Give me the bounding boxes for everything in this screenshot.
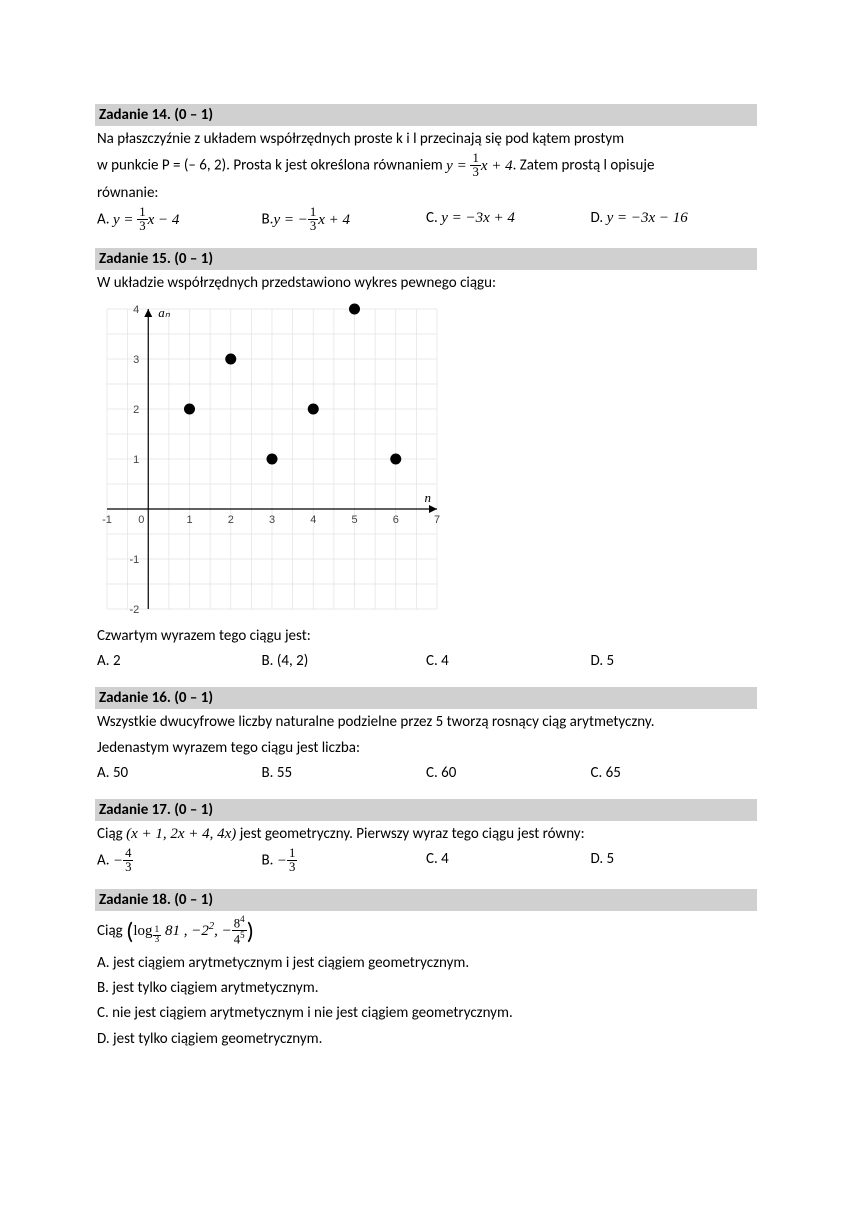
- task14-optA: A. y = 13x − 4: [97, 207, 262, 234]
- task18-line1: Ciąg (log13 81 , −22, −8445): [97, 913, 755, 950]
- task15-optD: D. 5: [591, 650, 756, 673]
- task15-optC: C. 4: [426, 650, 591, 673]
- task14-optD: D. y = −3x − 16: [591, 207, 756, 234]
- task18-optB: B. jest tylko ciągiem arytmetycznym.: [97, 977, 755, 1000]
- task18-optD: D. jest tylko ciągiem geometrycznym.: [97, 1028, 755, 1051]
- task17-options: A. −43 B. −13 C. 4 D. 5: [97, 848, 755, 875]
- task16-body: Wszystkie dwucyfrowe liczby naturalne po…: [95, 711, 757, 785]
- svg-text:4: 4: [310, 514, 316, 526]
- task18-body: Ciąg (log13 81 , −22, −8445) A. jest cią…: [95, 913, 757, 1051]
- task14-line1a: Na płaszczyźnie z układem współrzędnych …: [97, 128, 755, 151]
- svg-text:5: 5: [351, 514, 357, 526]
- task15-line1: W układzie współrzędnych przedstawiono w…: [97, 272, 755, 295]
- task18-options: A. jest ciągiem arytmetycznym i jest cią…: [97, 952, 755, 1051]
- task15-chart: -1 1 2 3 4 5 6 7 0 -2 -1 1 2 3 4 n aₙ: [97, 299, 447, 619]
- task16-options: A. 50 B. 55 C. 60 C. 65: [97, 762, 755, 785]
- task15-options: A. 2 B. (4, 2) C. 4 D. 5: [97, 650, 755, 673]
- svg-text:4: 4: [133, 304, 139, 316]
- svg-text:1: 1: [186, 514, 192, 526]
- task17-body: Ciąg (x + 1, 2x + 4, 4x) jest geometrycz…: [95, 823, 757, 875]
- svg-text:6: 6: [393, 514, 399, 526]
- svg-text:7: 7: [434, 514, 440, 526]
- task18-optA: A. jest ciągiem arytmetycznym i jest cią…: [97, 952, 755, 975]
- task14-optC: C. y = −3x + 4: [426, 207, 591, 234]
- task14-line1c: równanie:: [97, 182, 755, 205]
- task15-header: Zadanie 15. (0 – 1): [95, 248, 757, 270]
- task18-header: Zadanie 18. (0 – 1): [95, 889, 757, 911]
- svg-text:-1: -1: [102, 514, 112, 526]
- task17-optA: A. −43: [97, 848, 262, 875]
- task15-body: W układzie współrzędnych przedstawiono w…: [95, 272, 757, 674]
- task16-optA: A. 50: [97, 762, 262, 785]
- task15-line2: Czwartym wyrazem tego ciągu jest:: [97, 625, 755, 648]
- task16-optC: C. 60: [426, 762, 591, 785]
- svg-text:aₙ: aₙ: [158, 305, 171, 320]
- task16-optB: B. 55: [262, 762, 427, 785]
- svg-text:n: n: [425, 490, 432, 505]
- task14-optB: B.y = −13x + 4: [262, 207, 427, 234]
- task14-options: A. y = 13x − 4 B.y = −13x + 4 C. y = −3x…: [97, 207, 755, 234]
- task17-optB: B. −13: [262, 848, 427, 875]
- svg-text:-1: -1: [129, 554, 139, 566]
- task17-optD: D. 5: [591, 848, 756, 875]
- task14-body: Na płaszczyźnie z układem współrzędnych …: [95, 128, 757, 234]
- task14-header: Zadanie 14. (0 – 1): [95, 104, 757, 126]
- svg-text:-2: -2: [129, 604, 139, 616]
- svg-text:2: 2: [133, 404, 139, 416]
- task17-optC: C. 4: [426, 848, 591, 875]
- task16-line2: Jedenastym wyrazem tego ciągu jest liczb…: [97, 737, 755, 760]
- svg-text:1: 1: [133, 454, 139, 466]
- task16-line1: Wszystkie dwucyfrowe liczby naturalne po…: [97, 711, 755, 734]
- task16-optD: C. 65: [591, 762, 756, 785]
- task15-optB: B. (4, 2): [262, 650, 427, 673]
- svg-text:0: 0: [138, 514, 144, 526]
- task17-line1: Ciąg (x + 1, 2x + 4, 4x) jest geometrycz…: [97, 823, 755, 846]
- task15-optA: A. 2: [97, 650, 262, 673]
- svg-text:2: 2: [228, 514, 234, 526]
- svg-text:3: 3: [269, 514, 275, 526]
- svg-text:3: 3: [133, 354, 139, 366]
- task17-header: Zadanie 17. (0 – 1): [95, 799, 757, 821]
- task14-line1b: w punkcie P = (– 6, 2). Prosta k jest ok…: [97, 153, 755, 180]
- task16-header: Zadanie 16. (0 – 1): [95, 687, 757, 709]
- task18-optC: C. nie jest ciągiem arytmetycznym i nie …: [97, 1002, 755, 1025]
